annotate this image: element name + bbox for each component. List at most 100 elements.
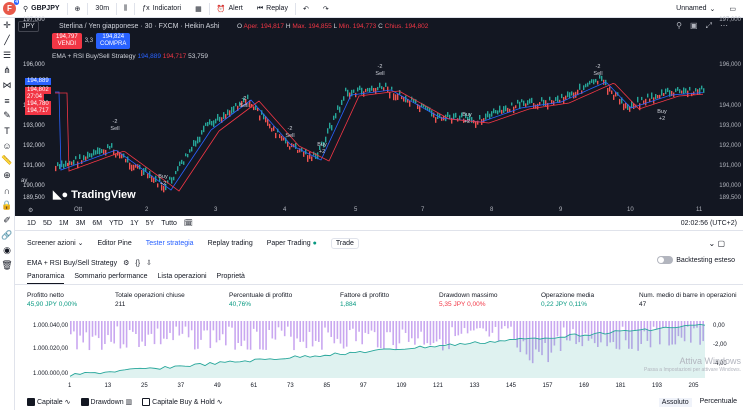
trendline-icon[interactable]: ╱ (4, 35, 10, 45)
alert-button[interactable]: ⏰ Alert (210, 0, 250, 18)
tf-ytd[interactable]: YTD (109, 219, 124, 227)
horizontal-lines-icon[interactable]: ☰ (2, 50, 12, 60)
drawdown-bar (225, 321, 227, 346)
tf-5d[interactable]: 5D (42, 219, 52, 227)
eq-x-tick: 1 (68, 383, 72, 389)
equity-canvas[interactable] (15, 315, 743, 395)
drawdown-bar (262, 321, 264, 350)
emoji-icon[interactable]: ☺ (2, 140, 12, 151)
fullscreen-icon[interactable]: ⤢ (705, 21, 712, 30)
trash-icon[interactable]: 🗑 (1, 260, 13, 270)
crosshair-icon[interactable]: ✛ (3, 20, 11, 30)
brush-icon[interactable]: ✎ (3, 110, 11, 120)
clock[interactable]: 02:02:56 (UTC+2) (680, 219, 737, 227)
calendar-icon[interactable]: 🗓 (183, 220, 193, 227)
settings-icon[interactable]: ⚙ (123, 260, 130, 267)
templates-button[interactable]: ▦ (188, 0, 209, 18)
symbol-box[interactable]: JPY (18, 21, 39, 32)
ohlc-l-label: L (333, 23, 337, 30)
backtest-toggle[interactable]: Backtesting esteso (657, 256, 735, 264)
candles-canvas[interactable]: -2Sell-2SellBuy+2-2SellBuy+2-2SellBuy+2-… (15, 18, 710, 205)
sell-button[interactable]: 194,797 VENDI (52, 33, 82, 49)
ruler-icon[interactable]: 📏 (1, 155, 13, 165)
settings-icon[interactable]: ⚙ (28, 208, 34, 214)
candle (417, 103, 419, 110)
fork-icon[interactable]: ⋔ (3, 65, 11, 75)
candle (73, 159, 75, 165)
alert-label: Alert (228, 5, 243, 12)
camera-icon[interactable]: ▣ (690, 21, 698, 30)
strategy-name[interactable]: EMA + RSI Buy/Sell Strategy (27, 259, 118, 267)
lock-icon[interactable]: 🔒 (1, 200, 13, 210)
drawdown-toggle[interactable]: Drawdown ▥ (80, 398, 132, 407)
text-icon[interactable]: T (4, 125, 10, 136)
drawdown-bar (135, 321, 137, 334)
metric-pct: 0,00% (467, 301, 486, 308)
sell-signal-label: Sell (110, 126, 119, 132)
add-symbol-button[interactable]: ⊕ (68, 0, 88, 18)
price-axis[interactable]: 197,000 196,000 194,000 193,000 192,000 … (710, 17, 743, 205)
equity-chart[interactable]: 1.000.040,00 1.000.020,00 1.000.000,00 0… (15, 315, 743, 395)
tab-properties[interactable]: Proprietà (216, 273, 245, 280)
indicator-value-2: 194,717 (162, 53, 187, 60)
absolute-button[interactable]: Assoluto (658, 397, 692, 407)
layout-button[interactable]: Unnamed ⌄ (669, 0, 722, 18)
layout-grid-button[interactable]: ▭ (722, 0, 743, 18)
tab-replay-trading[interactable]: Replay trading (207, 239, 253, 247)
indicators-button[interactable]: ƒx Indicatori (135, 0, 188, 18)
zoom-icon[interactable]: ⊕ (3, 170, 11, 180)
eye-icon[interactable]: ◉ (3, 245, 11, 255)
buy-button[interactable]: 194,824 COMPRA (96, 33, 131, 49)
chart-type-button[interactable]: ⫼ (117, 0, 134, 18)
timeframe-button[interactable]: 30m (88, 0, 116, 18)
capital-toggle[interactable]: Capitale ∿ (27, 398, 71, 407)
tab-performance[interactable]: Sommario performance (74, 273, 148, 280)
toggle-switch[interactable] (657, 256, 674, 264)
tf-3m[interactable]: 3M (75, 219, 86, 227)
tf-all[interactable]: Tutto (161, 219, 177, 227)
tf-6m[interactable]: 6M (92, 219, 103, 227)
indicator-legend[interactable]: EMA + RSI Buy/Sell Strategy 194,889 194,… (52, 53, 208, 60)
tab-pine-editor[interactable]: Editor Pine (97, 239, 132, 247)
symbol-label: GBPJPY (31, 5, 60, 12)
tab-label: Paper Trading (266, 239, 311, 247)
pencil-lock-icon[interactable]: ✐ (3, 215, 11, 225)
maximize-icon[interactable]: ▢ (717, 238, 725, 248)
undo-button[interactable]: ↶ (296, 0, 316, 18)
candle (489, 113, 491, 120)
tab-trades-list[interactable]: Lista operazioni (157, 273, 207, 280)
trade-button[interactable]: Trade (330, 237, 359, 249)
tf-1d[interactable]: 1D (27, 219, 36, 227)
more-icon[interactable]: ⋯ (720, 21, 728, 30)
eq-x-tick: 121 (433, 383, 444, 389)
pattern-icon[interactable]: ⋈ (2, 80, 12, 90)
candle (389, 91, 391, 99)
link-icon[interactable]: 🔗 (1, 230, 13, 240)
tf-1y[interactable]: 1Y (130, 219, 139, 227)
magnet-icon[interactable]: ∩ (3, 185, 11, 196)
time-axis[interactable]: ⚙ Ott 2 3 4 5 7 8 9 10 11 (15, 205, 743, 216)
tf-5y[interactable]: 5Y (145, 219, 155, 227)
source-icon[interactable]: {} (135, 259, 141, 267)
tab-screener[interactable]: Screener azioni ⌄ (27, 239, 83, 247)
metric-label: Fattore di profitto (340, 292, 390, 299)
tf-1m[interactable]: 1M (58, 219, 69, 227)
tab-paper-trading[interactable]: Paper Trading ● (267, 240, 317, 247)
symbol-search[interactable]: ⚲ GBPJPY (16, 0, 67, 18)
candle (151, 175, 153, 182)
redo-button[interactable]: ↷ (316, 0, 336, 18)
buyhold-toggle[interactable]: Capitale Buy & Hold ∿ (142, 398, 223, 407)
replay-button[interactable]: ⏮ Replay (250, 0, 295, 18)
search-icon[interactable]: ⚲ (676, 21, 683, 30)
export-icon[interactable]: ⇩ (146, 260, 152, 267)
candle (311, 156, 313, 162)
tab-overview[interactable]: Panoramica (27, 273, 65, 284)
tab-strategy-tester[interactable]: Tester strategia (145, 239, 194, 247)
price-tag-ema-fast: 194,889 (25, 78, 51, 85)
chevron-down-icon[interactable]: ⌄ (708, 238, 716, 248)
price-chart[interactable]: -2 Sell -2 Sell Buy +2 -2 Sell Buy +2 -2 Sell Buy +2-… (15, 17, 743, 216)
drawdown-bar (674, 321, 677, 345)
percent-button[interactable]: Percentuale (699, 397, 737, 405)
fib-icon[interactable]: ≡ (4, 95, 10, 106)
